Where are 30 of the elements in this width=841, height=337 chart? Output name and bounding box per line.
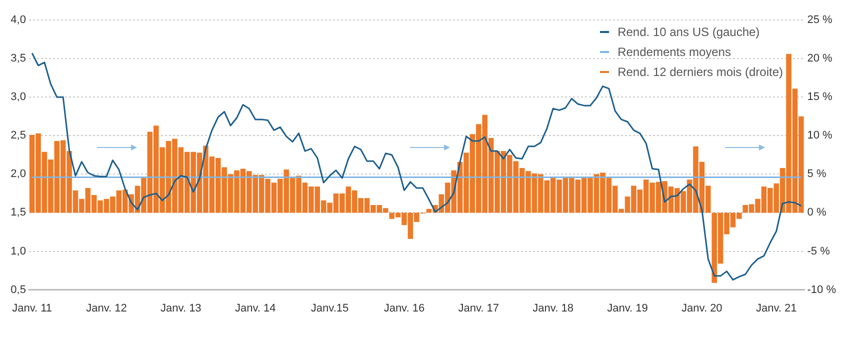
x-tick-label: Janv. 12 [86,302,127,314]
legend-label: Rendements moyens [618,45,731,59]
x-tick-label: Janv. 20 [682,302,722,314]
y2-tick-label: 20 % [807,52,833,65]
x-tick-label: Janv. 13 [160,302,202,314]
y2-tick-label: 0 % [807,206,826,219]
x-tick-label: Janv. 17 [458,302,500,314]
y2-tick-label: 25 % [807,14,833,26]
y-tick-label: 3,0 [10,91,26,104]
y-tick-label: 1,5 [10,206,26,219]
x-tick-label: Janv. 21 [756,302,797,314]
x-tick-label: Janv. 18 [532,302,574,314]
x-tick-label: Janv. 16 [384,302,425,314]
x-tick-label: Janv. 14 [234,302,276,314]
y-tick-label: 2,0 [10,168,26,180]
y2-tick-label: -10 % [807,284,836,296]
x-tick-label: Janv. 11 [12,302,52,314]
y2-tick-label: 15 % [807,91,833,104]
y2-tick-label: 5 % [807,168,826,180]
y2-tick-label: 10 % [807,130,833,142]
y-tick-label: 1,0 [10,245,26,258]
y-tick-label: 4,0 [10,14,26,26]
y-tick-label: 2,5 [10,130,26,142]
y-tick-label: 0,5 [10,284,26,296]
x-tick-label: Janv. 19 [607,302,648,314]
legend-label: Rend. 12 derniers mois (droite) [618,65,783,79]
y2-tick-label: -5 % [807,245,830,258]
legend-label: Rend. 10 ans US (gauche) [618,25,760,39]
y-tick-label: 3,5 [10,52,26,65]
x-tick-label: Janv.15 [310,302,349,314]
